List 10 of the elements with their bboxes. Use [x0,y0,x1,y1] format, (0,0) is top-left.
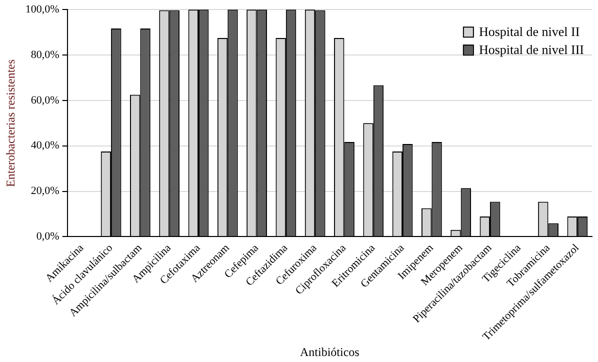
legend-label: Hospital de nivel II [478,24,580,40]
y-tick-label: 80,0% [30,48,60,61]
legend-label: Hospital de nivel III [478,42,584,58]
y-axis-title: Enterobacterias resistentes [3,59,18,187]
y-tick-label: 60,0% [30,94,60,106]
y-tick-label: 0,0% [36,230,60,243]
y-tick-label: 40,0% [30,140,60,152]
y-tick-label: 20,0% [30,185,60,198]
y-tick-label: 100,0% [25,3,60,16]
x-axis-title: Antibióticos [300,344,360,359]
